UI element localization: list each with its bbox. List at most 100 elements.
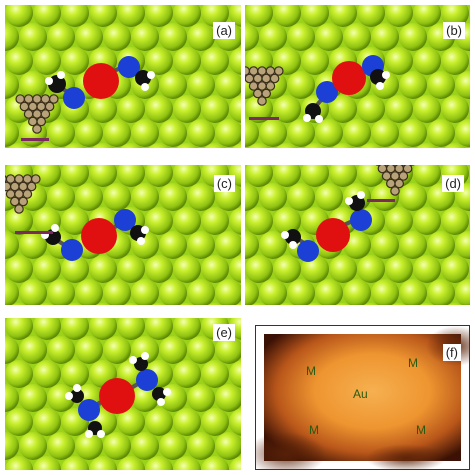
gold-atom: [47, 119, 75, 147]
gold-atom: [385, 5, 413, 27]
panel-b: (b): [245, 5, 470, 148]
gold-atom: [215, 279, 241, 305]
gold-atom: [75, 432, 103, 460]
gold-atom: [61, 165, 89, 187]
tip-atom: [36, 116, 46, 127]
gold-atom: [5, 336, 19, 364]
gold-atom: [89, 456, 117, 470]
stm-marker-m: M: [416, 423, 426, 437]
gold-atom: [413, 95, 441, 123]
gold-atom: [148, 143, 170, 148]
gold-atom: [39, 303, 55, 305]
gold-atom: [187, 71, 215, 99]
gold-atom: [232, 143, 241, 148]
stm-marker-au: Au: [353, 387, 368, 401]
gold-atom: [131, 183, 159, 211]
panel-a: (a): [5, 5, 241, 148]
stm-image: [256, 326, 469, 469]
gold-atom: [11, 303, 27, 305]
gold-atom: [343, 23, 371, 51]
gold-atom: [75, 279, 103, 305]
tip-atom: [398, 171, 409, 181]
gold-atom: [259, 231, 287, 259]
gold-atom: [92, 143, 114, 148]
gold-atom: [61, 318, 89, 340]
panel-label: (b): [443, 22, 465, 39]
gold-atom: [47, 336, 75, 364]
gold-atom: [33, 318, 61, 340]
gold-atom: [469, 7, 470, 19]
gold-atom: [287, 279, 315, 305]
gold-atom: [201, 5, 229, 27]
gold-atom: [245, 183, 259, 211]
tip-atom: [261, 88, 271, 99]
gold-atom: [229, 456, 241, 470]
gold-atom: [61, 255, 89, 283]
gold-atom: [19, 336, 47, 364]
gold-atom: [215, 384, 241, 412]
gold-atom: [5, 5, 33, 27]
tip-atom: [257, 96, 267, 106]
gold-atom: [201, 360, 229, 388]
gold-atom: [145, 207, 173, 235]
gold-atom: [427, 279, 455, 305]
gold-atom: [287, 71, 315, 99]
gold-atom: [187, 384, 215, 412]
gold-atom: [173, 47, 201, 75]
gold-atom: [67, 303, 83, 305]
tip-atom: [14, 204, 24, 214]
gold-atom: [245, 279, 259, 305]
gold-atom: [273, 255, 301, 283]
gold-atom: [103, 119, 131, 147]
tip-bar: [249, 117, 279, 120]
gold-atom: [229, 360, 241, 388]
gold-atom: [8, 143, 30, 148]
gold-atom: [301, 47, 329, 75]
tip-atom: [22, 189, 33, 199]
gold-atom: [5, 360, 33, 388]
panel-label: (c): [213, 175, 235, 192]
gold-atom: [201, 255, 229, 283]
gold-atom: [215, 231, 241, 259]
gold-atom: [173, 318, 201, 340]
nitrogen-atom: [316, 81, 338, 103]
gold-atom: [5, 408, 33, 436]
gold-atom: [75, 336, 103, 364]
hydrogen-atom: [51, 224, 59, 232]
gold-atom: [151, 303, 167, 305]
hydrogen-atom: [45, 77, 53, 85]
tip-atom: [265, 81, 276, 91]
gold-atom: [201, 95, 229, 123]
tip-atom: [32, 124, 42, 134]
gold-atom: [399, 23, 427, 51]
gold-atom: [259, 119, 287, 147]
gold-atom: [145, 5, 173, 27]
hydrogen-atom: [382, 71, 390, 79]
panel-c-scene: [5, 165, 241, 305]
gold-atom: [47, 183, 75, 211]
hydrogen-atom: [57, 71, 65, 79]
panel-d-scene: [245, 165, 470, 305]
gold-atom: [5, 279, 19, 305]
gold-atom: [117, 408, 145, 436]
gold-atom: [357, 95, 385, 123]
gold-atom: [413, 165, 441, 187]
nitrogen-atom: [136, 369, 158, 391]
gold-atom: [201, 207, 229, 235]
gold-atom: [187, 231, 215, 259]
gold-atom: [5, 432, 19, 460]
gold-atom: [335, 303, 351, 305]
hydrogen-atom: [141, 352, 149, 360]
gold-atom: [5, 47, 33, 75]
hydrogen-atom: [163, 388, 171, 396]
gold-atom: [187, 183, 215, 211]
gold-atom: [187, 119, 215, 147]
gold-atom: [301, 5, 329, 27]
nitrogen-atom: [61, 239, 83, 261]
gold-atom: [455, 279, 470, 305]
hydrogen-atom: [289, 241, 297, 249]
gold-atom: [123, 303, 139, 305]
hydrogen-atom: [97, 430, 105, 438]
gold-atom: [385, 95, 413, 123]
nitrogen-atom: [297, 240, 319, 262]
